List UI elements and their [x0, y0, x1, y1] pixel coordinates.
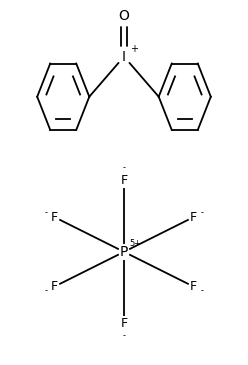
Text: O: O [119, 9, 129, 23]
Text: P: P [120, 245, 128, 259]
Text: -: - [45, 208, 48, 218]
Text: F: F [121, 316, 127, 330]
Text: -: - [123, 164, 125, 172]
Text: F: F [190, 211, 197, 224]
Text: -: - [45, 286, 48, 295]
Text: F: F [51, 280, 58, 293]
Text: 5+: 5+ [129, 239, 141, 248]
Text: F: F [121, 174, 127, 187]
Text: -: - [200, 208, 203, 218]
Text: -: - [200, 286, 203, 295]
Text: F: F [51, 211, 58, 224]
Text: -: - [123, 331, 125, 340]
Text: +: + [130, 43, 138, 54]
Text: I: I [122, 50, 126, 64]
Text: F: F [190, 280, 197, 293]
